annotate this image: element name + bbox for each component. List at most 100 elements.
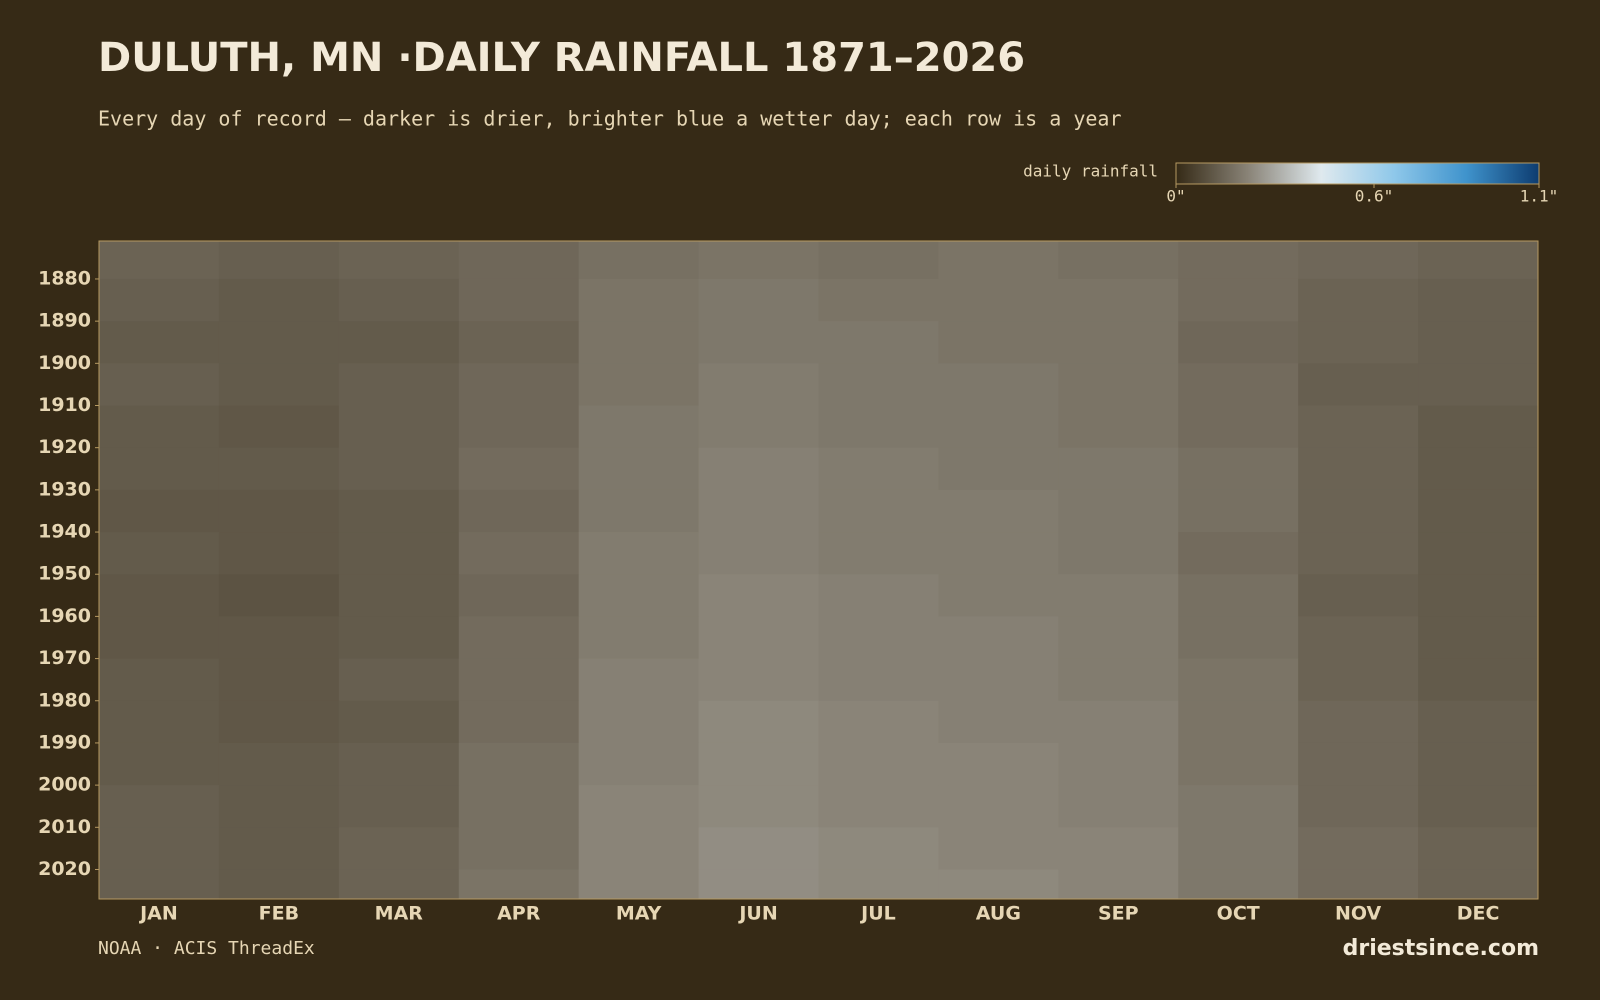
heatmap-cell — [458, 742, 580, 786]
heatmap-cell — [938, 785, 1059, 828]
heatmap-cell — [338, 489, 460, 533]
heatmap-cell — [338, 785, 460, 828]
heatmap-cell — [338, 827, 460, 870]
y-tick-label: 1890 — [38, 310, 91, 332]
heatmap-cell — [698, 363, 819, 406]
colorbar-tick-label: 0" — [1166, 187, 1185, 206]
heatmap-cell — [1058, 405, 1179, 449]
y-tick-label: 1910 — [38, 394, 91, 416]
heatmap-cell — [1178, 574, 1299, 617]
heatmap-cell — [578, 616, 700, 660]
heatmap-cell — [938, 532, 1059, 575]
y-tick-label: 2010 — [38, 816, 91, 838]
heatmap-cell — [99, 532, 220, 575]
y-tick-label: 1930 — [38, 478, 91, 500]
heatmap-cell — [338, 405, 460, 449]
heatmap-cell — [338, 278, 460, 322]
heatmap-cell — [938, 616, 1059, 660]
heatmap-cell — [698, 241, 819, 280]
heatmap-cell — [1418, 658, 1539, 702]
x-tick-label: OCT — [1217, 903, 1260, 925]
heatmap-cell — [99, 489, 220, 533]
heatmap-cell — [818, 700, 939, 744]
heatmap-cell — [938, 278, 1059, 322]
heatmap-cell — [99, 827, 220, 870]
heatmap-cell — [1418, 616, 1539, 660]
heatmap-cell — [818, 574, 939, 617]
heatmap-cell — [698, 574, 819, 617]
heatmap-cell — [1058, 363, 1179, 406]
heatmap-cell — [218, 363, 340, 406]
heatmap-cell — [458, 363, 580, 406]
heatmap-cell — [1418, 241, 1539, 280]
heatmap-cell — [458, 785, 580, 828]
heatmap-cell — [1298, 532, 1419, 575]
heatmap-cell — [338, 700, 460, 744]
heatmap-cell — [99, 278, 220, 322]
y-tick-label: 1880 — [38, 267, 91, 289]
colorbar — [1175, 162, 1540, 185]
heatmap-cell — [1418, 742, 1539, 786]
heatmap-cell — [818, 827, 939, 870]
heatmap-cell — [698, 742, 819, 786]
heatmap-cell — [698, 827, 819, 870]
heatmap-cell — [1298, 785, 1419, 828]
x-tick-label: AUG — [976, 903, 1021, 925]
heatmap-cell — [698, 532, 819, 575]
heatmap-cell — [818, 658, 939, 702]
heatmap-cell — [1058, 278, 1179, 322]
heatmap-cell — [218, 869, 340, 900]
heatmap-cell — [938, 742, 1059, 786]
y-tick-label: 1900 — [38, 352, 91, 374]
heatmap-cell — [818, 742, 939, 786]
heatmap-cell — [938, 700, 1059, 744]
y-tick-label: 1960 — [38, 605, 91, 627]
heatmap-cell — [338, 447, 460, 491]
heatmap-cell — [1418, 785, 1539, 828]
heatmap-cell — [1058, 742, 1179, 786]
y-tick-label: 1950 — [38, 563, 91, 585]
heatmap-cell — [1298, 241, 1419, 280]
heatmap-cell — [818, 447, 939, 491]
heatmap-cell — [1178, 321, 1299, 364]
heatmap-cell — [818, 616, 939, 660]
brand: driestsince.com — [1343, 936, 1539, 961]
heatmap-cell — [99, 785, 220, 828]
heatmap-cell — [99, 658, 220, 702]
heatmap-cell — [99, 405, 220, 449]
heatmap-cell — [1298, 278, 1419, 322]
heatmap-cell — [1178, 700, 1299, 744]
x-tick-label: JUL — [859, 903, 896, 925]
heatmap-cell — [1298, 574, 1419, 617]
heatmap-cell — [818, 869, 939, 900]
heatmap-cell — [458, 532, 580, 575]
heatmap-cell — [458, 869, 580, 900]
heatmap-cell — [578, 405, 700, 449]
heatmap-cell — [218, 489, 340, 533]
heatmap-cell — [1298, 742, 1419, 786]
heatmap-cell — [938, 447, 1059, 491]
heatmap-cell — [1178, 405, 1299, 449]
heatmap-cell — [1178, 869, 1299, 900]
heatmap-cell — [698, 489, 819, 533]
y-tick-label: 2000 — [38, 774, 91, 796]
heatmap-cell — [578, 785, 700, 828]
heatmap-cell — [458, 827, 580, 870]
heatmap-cell — [578, 363, 700, 406]
heatmap-cell — [938, 658, 1059, 702]
heatmap-cell — [938, 363, 1059, 406]
y-tick-label: 1980 — [38, 689, 91, 711]
heatmap-cell — [578, 574, 700, 617]
heatmap-cell — [938, 489, 1059, 533]
x-tick-label: NOV — [1335, 903, 1382, 925]
heatmap-cell — [218, 447, 340, 491]
heatmap-cell — [698, 278, 819, 322]
heatmap-cell — [698, 616, 819, 660]
colorbar-tick-label: 1.1" — [1520, 187, 1559, 206]
heatmap-cell — [458, 616, 580, 660]
heatmap-cell — [698, 405, 819, 449]
heatmap-cell — [1298, 489, 1419, 533]
y-tick-label: 2020 — [38, 858, 91, 880]
heatmap-cell — [99, 241, 220, 280]
